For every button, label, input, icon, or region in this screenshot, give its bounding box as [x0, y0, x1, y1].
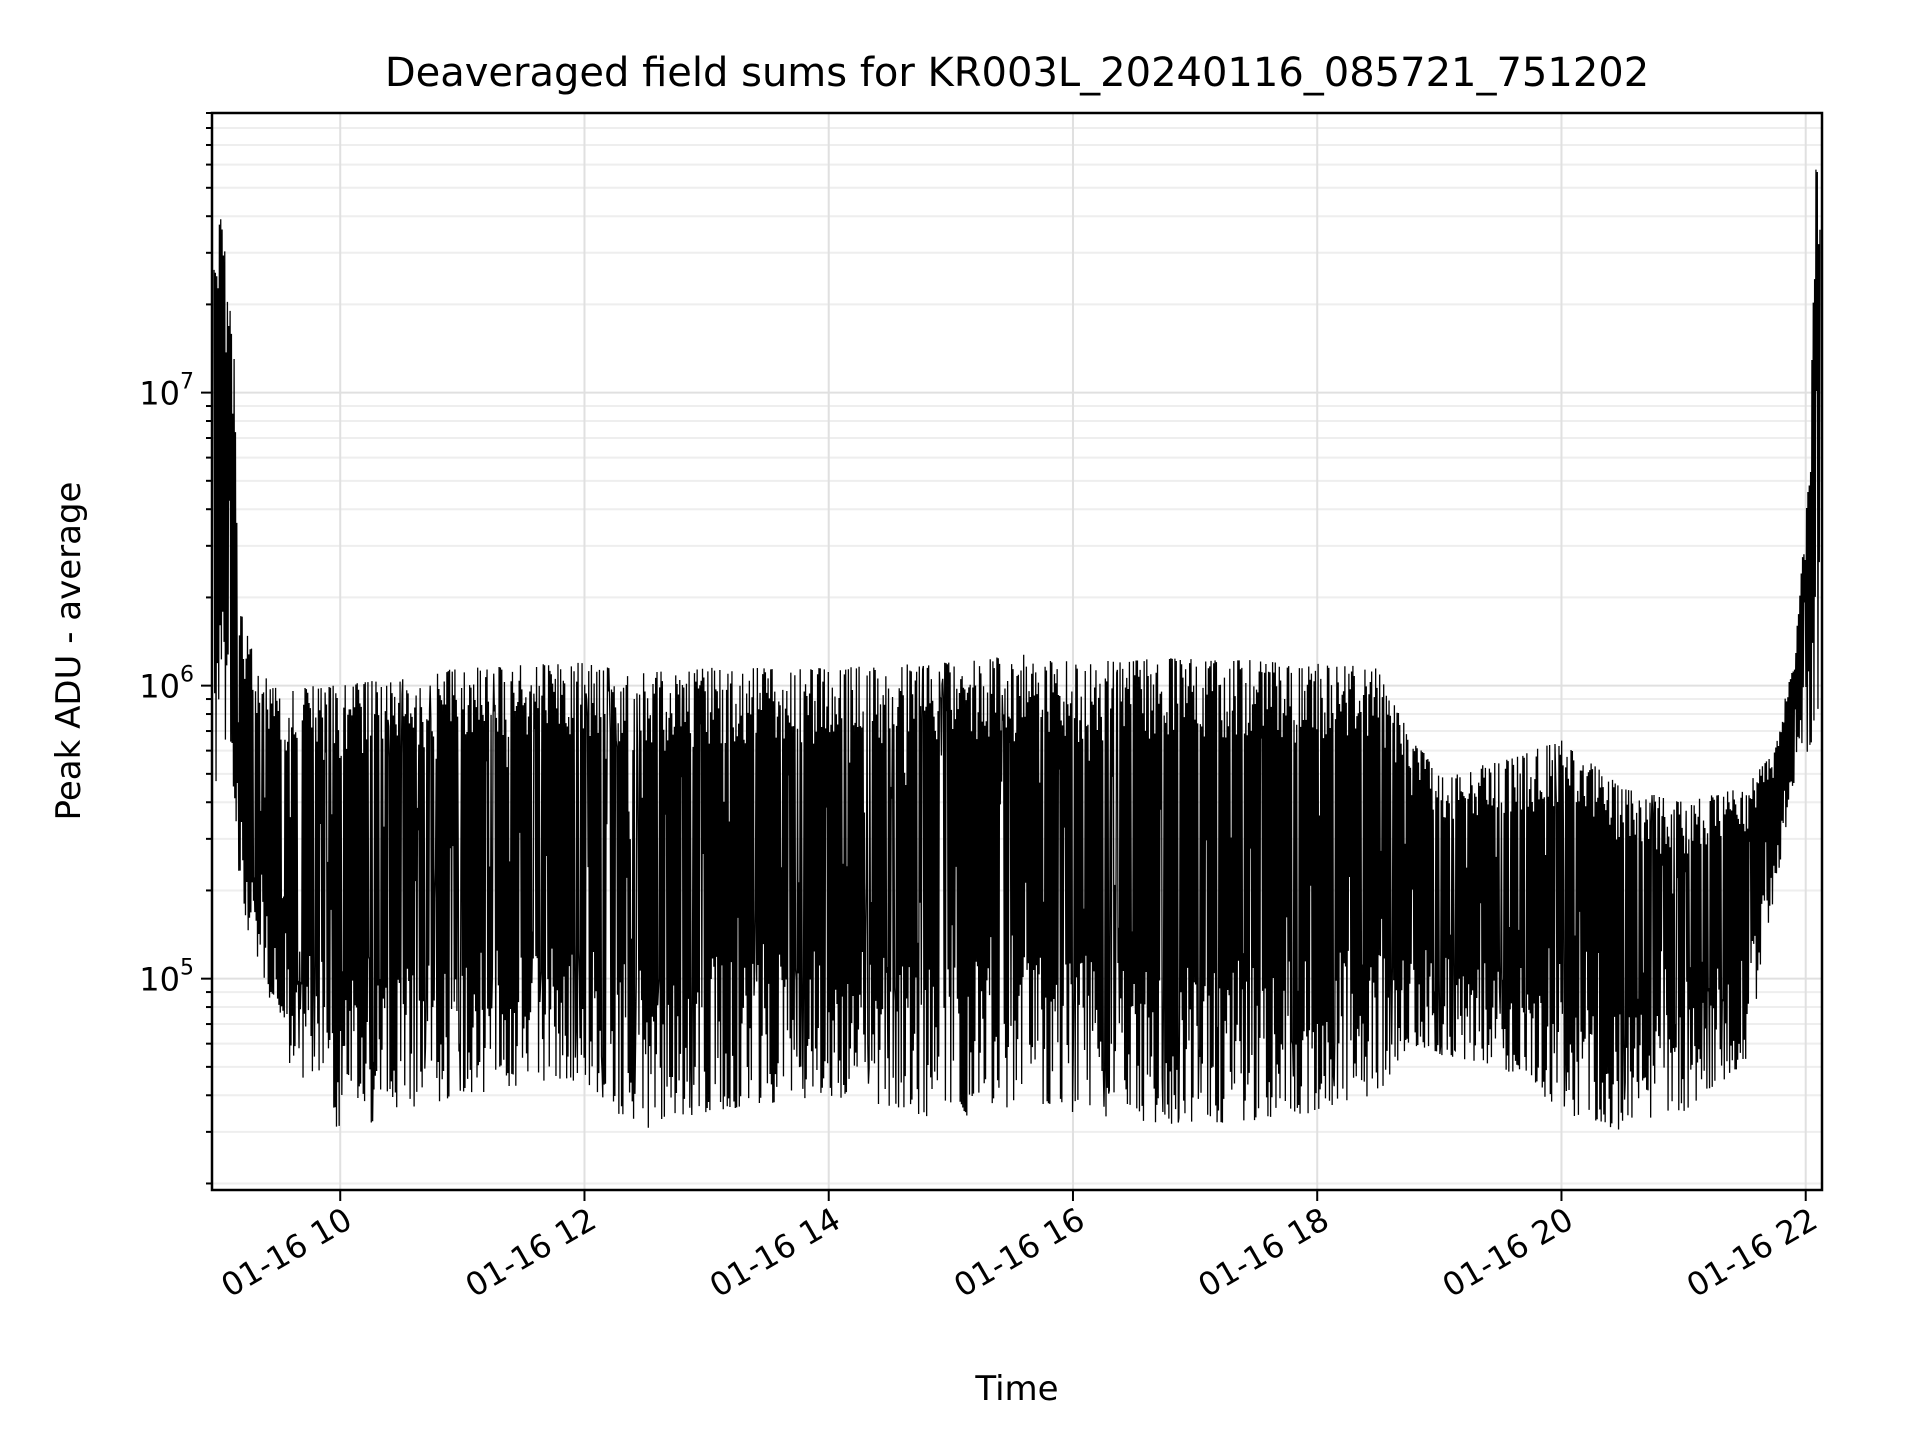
x-tick-label: 01-16 22: [1680, 1200, 1824, 1305]
plot-frame: [210, 111, 1824, 1192]
x-tick-label: 01-16 20: [1436, 1200, 1580, 1305]
y-tick-label: 107: [139, 370, 194, 413]
x-tick-label: 01-16 18: [1192, 1200, 1336, 1305]
y-tick-label: 105: [139, 956, 194, 999]
y-axis: 105 106 107: [139, 112, 212, 1185]
x-tick-label: 01-16 10: [215, 1200, 359, 1305]
chart-title: Deaveraged field sums for KR003L_2024011…: [385, 50, 1649, 96]
y-axis-label: Peak ADU - average: [49, 482, 89, 821]
x-tick-label: 01-16 12: [459, 1200, 603, 1305]
x-axis-label: Time: [974, 1369, 1058, 1409]
series-group: [213, 169, 1821, 1130]
x-tick-label: 01-16 14: [703, 1200, 847, 1305]
x-tick-label: 01-16 16: [947, 1200, 1091, 1305]
series-line: [213, 169, 1821, 1130]
x-axis: 01-16 10 01-16 12 01-16 14 01-16 16 01-16 18…: [215, 1190, 1824, 1305]
y-tick-label: 106: [139, 663, 194, 706]
